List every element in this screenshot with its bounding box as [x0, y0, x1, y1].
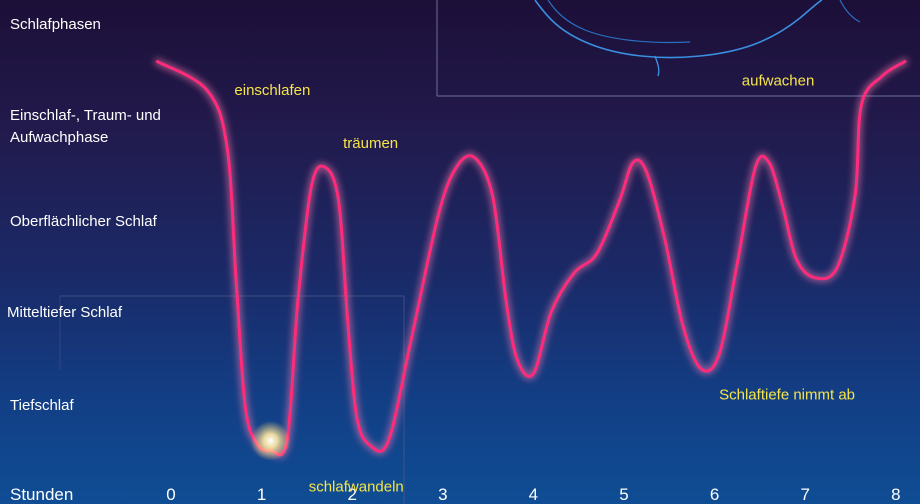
sleeper-illustration [436, 0, 920, 97]
y-level-labels: Einschlaf-, Traum- und Aufwachphase Oberfl… [7, 107, 161, 414]
annotation-label: träumen [343, 135, 398, 152]
x-tick-label: 4 [529, 485, 538, 504]
x-tick-label: 0 [166, 485, 175, 504]
y-level-label: Tiefschlaf [10, 397, 74, 414]
y-level-label: Mitteltiefer Schlaf [7, 304, 123, 321]
x-tick-label: 6 [710, 485, 719, 504]
y-level-label: Oberflächlicher Schlaf [10, 213, 158, 230]
x-tick-label: 5 [619, 485, 628, 504]
x-tick-label: 3 [438, 485, 447, 504]
chart-title: Schlafphasen [10, 16, 101, 33]
annotation-label: einschlafen [234, 82, 310, 99]
annotation-label: Schlaftiefe nimmt ab [719, 387, 855, 404]
y-level-label: Einschlaf-, Traum- und [10, 107, 161, 124]
x-tick-label: 7 [800, 485, 809, 504]
glow-icon [250, 420, 291, 461]
x-tick-label: 2 [347, 485, 356, 504]
annotation-label: schlafwandeln [309, 479, 404, 496]
sleeper-face-outline [534, 0, 823, 59]
y-level-label: Aufwachphase [10, 129, 108, 146]
x-axis-title: Stunden [10, 485, 73, 504]
x-tick-label: 1 [257, 485, 266, 504]
curve-annotations: einschlafen träumen schlafwandeln Schlaftie… [234, 73, 855, 496]
annotation-label: aufwachen [742, 73, 815, 90]
x-tick-labels: 0 1 2 3 4 5 6 7 8 [166, 485, 900, 504]
x-tick-label: 8 [891, 485, 900, 504]
